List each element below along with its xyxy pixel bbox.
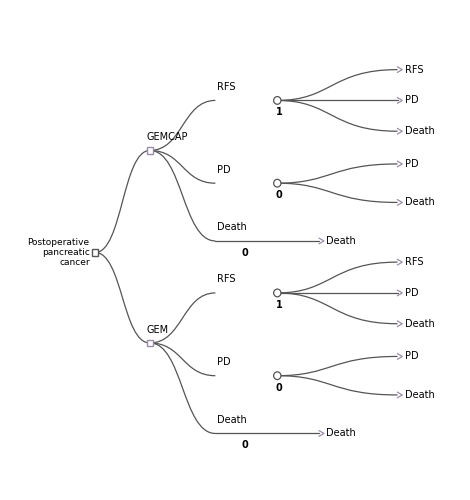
Text: 0: 0 [241,440,248,450]
Circle shape [274,180,281,187]
Text: PD: PD [405,288,418,298]
Text: Postoperative
pancreatic
cancer: Postoperative pancreatic cancer [28,238,90,268]
Text: Death: Death [217,415,247,425]
Bar [147,340,153,346]
Text: Death: Death [405,198,435,207]
Text: Death: Death [217,222,247,232]
Text: RFS: RFS [217,82,235,92]
Text: RFS: RFS [217,274,235,284]
Text: PD: PD [405,96,418,106]
Text: PD: PD [405,159,418,169]
Circle shape [274,372,281,380]
Circle shape [274,96,281,104]
Text: 0: 0 [276,382,282,392]
Text: RFS: RFS [405,64,423,74]
Circle shape [274,289,281,297]
Text: GEMCAP: GEMCAP [146,132,188,142]
Text: PD: PD [217,357,231,367]
Text: Death: Death [327,236,356,246]
Text: PD: PD [217,164,231,174]
Text: RFS: RFS [405,257,423,267]
Text: Death: Death [327,428,356,438]
Text: 0: 0 [276,190,282,200]
Text: 1: 1 [276,108,282,118]
Text: Death: Death [405,126,435,136]
Text: 1: 1 [276,300,282,310]
Text: PD: PD [405,352,418,362]
Text: GEM: GEM [146,324,168,334]
Bar [147,148,153,154]
Text: Death: Death [405,390,435,400]
Text: Death: Death [405,318,435,328]
Text: 0: 0 [241,248,248,258]
Bar [92,250,98,256]
